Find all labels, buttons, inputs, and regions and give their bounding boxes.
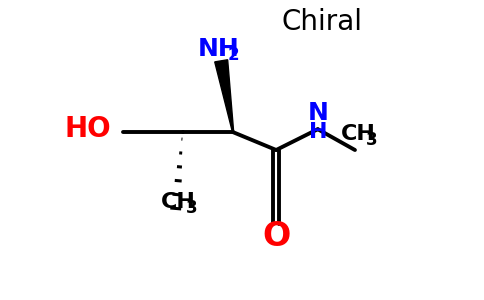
Polygon shape [215,60,234,132]
Text: Chiral: Chiral [282,8,363,36]
Text: NH: NH [197,37,239,61]
Text: O: O [262,220,290,253]
Text: 2: 2 [227,46,239,64]
Text: CH: CH [340,124,376,144]
Text: HO: HO [64,115,111,143]
Text: CH: CH [161,192,196,212]
Text: 3: 3 [186,199,197,217]
Text: H: H [308,122,327,142]
Text: 3: 3 [365,131,377,149]
Text: N: N [307,101,328,125]
